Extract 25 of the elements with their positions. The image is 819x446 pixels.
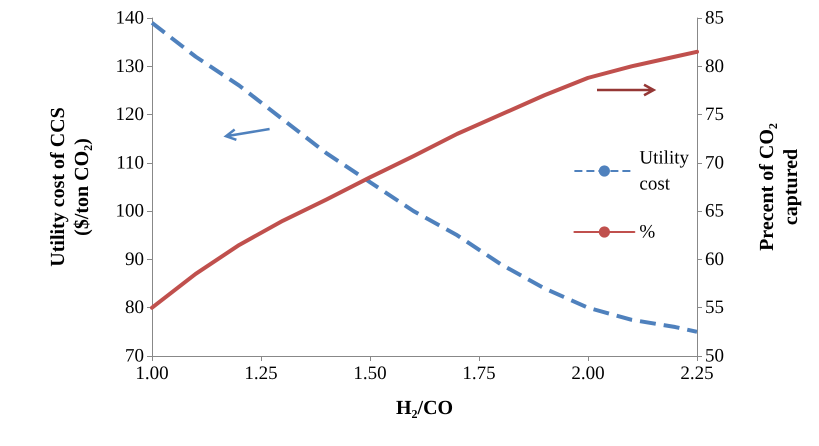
legend-label: Utility cost (639, 148, 690, 194)
y2-axis-title: Precent of CO₂ captured (756, 123, 802, 251)
x-tick-label: 2.00 (571, 363, 605, 384)
y2-tick-label: 80 (705, 56, 724, 77)
y-tick-label: 90 (125, 248, 144, 270)
y-tick-label: 130 (116, 56, 144, 77)
y-tick-label: 140 (116, 8, 144, 28)
x-tick-label: 1.25 (244, 363, 278, 384)
line-series (150, 20, 699, 334)
y-axis-title: Utility cost of CCS ($/ton CO₂) (47, 107, 93, 267)
y-tick-label: 110 (116, 152, 144, 174)
y2-tick-label: 75 (705, 104, 724, 126)
y-tick-label: 100 (116, 200, 144, 222)
x-tick-label: 1.50 (353, 363, 387, 384)
y2-tick-label: 60 (705, 248, 724, 270)
y-tick-label: 120 (116, 104, 144, 126)
line-series (150, 50, 699, 310)
y2-tick-label: 55 (705, 297, 724, 318)
legend-label: % (639, 222, 656, 242)
y-tick-label: 80 (125, 297, 144, 318)
y2-tick-label: 65 (705, 200, 724, 222)
y2-tick-label: 85 (705, 8, 724, 28)
y2-tick-label: 70 (705, 152, 724, 174)
x-tick-label: 1.75 (462, 363, 496, 384)
x-axis-title: H₂/CO (396, 397, 454, 419)
